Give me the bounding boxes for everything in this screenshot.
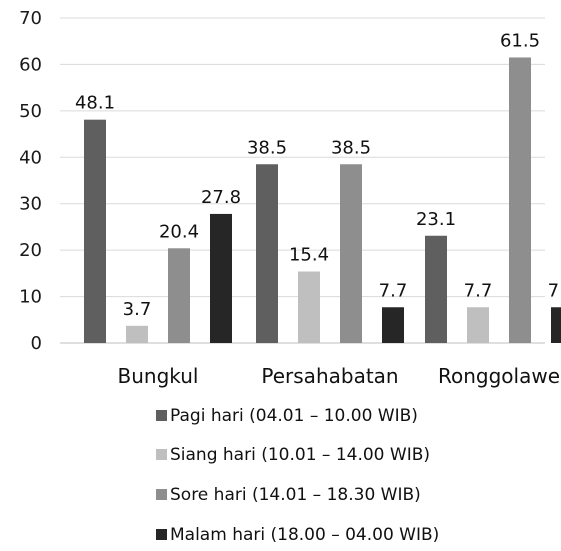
bar-bungkul-series-1 bbox=[84, 119, 106, 343]
y-tick-label: 20 bbox=[19, 240, 42, 261]
legend-swatch bbox=[156, 410, 167, 421]
gridlines bbox=[60, 17, 545, 344]
data-label: 61.5 bbox=[500, 30, 540, 51]
data-labels: 48.1 3.7 20.427.8 38.5 15.4 38.5 7.7 23.1 7.7 61.… bbox=[75, 30, 561, 319]
bar-ronggolawe-series-2 bbox=[467, 307, 489, 343]
y-tick-label: 30 bbox=[19, 194, 42, 215]
bar-persahabatan-series-1 bbox=[256, 164, 278, 343]
bar-persahabatan-series-4 bbox=[382, 307, 404, 343]
y-tick-label: 10 bbox=[19, 287, 42, 308]
legend-swatch bbox=[156, 489, 167, 500]
legend-entry: Pagi hari (04.01 – 10.00 WIB) bbox=[170, 406, 418, 426]
bars bbox=[84, 57, 561, 343]
y-tick-label: 60 bbox=[19, 54, 42, 75]
data-label: 7.7 bbox=[548, 280, 561, 301]
legend-entry: Sore hari (14.01 – 18.30 WIB) bbox=[170, 485, 421, 505]
bar-persahabatan-series-3 bbox=[340, 164, 362, 343]
y-tick-label: 70 bbox=[19, 8, 42, 29]
data-label: 20.4 bbox=[159, 221, 199, 242]
bar-ronggolawe-series-1 bbox=[425, 235, 447, 343]
data-label: 38.5 bbox=[247, 137, 287, 158]
bar-persahabatan-series-2 bbox=[298, 271, 320, 343]
data-label: 23.1 bbox=[416, 209, 456, 230]
data-label: 48.1 bbox=[75, 93, 115, 114]
data-label: 7.7 bbox=[464, 280, 493, 301]
bar-ronggolawe-series-3 bbox=[509, 57, 531, 343]
y-axis-ticks: 0 10 20 30 40 50 60 70 bbox=[19, 8, 42, 354]
x-category-label: Ronggolawe bbox=[438, 364, 560, 388]
legend-swatch bbox=[156, 449, 167, 460]
data-label: 3.7 bbox=[123, 299, 152, 320]
y-tick-label: 50 bbox=[19, 101, 42, 122]
x-category-label: Bungkul bbox=[118, 364, 199, 388]
data-label: 15.4 bbox=[289, 245, 329, 266]
bar-bungkul-series-4 bbox=[210, 213, 232, 343]
x-category-label: Persahabatan bbox=[261, 364, 398, 388]
legend-entry: Siang hari (10.01 – 14.00 WIB) bbox=[170, 445, 430, 465]
bar-bungkul-series-3 bbox=[168, 248, 190, 343]
y-tick-label: 0 bbox=[31, 333, 42, 354]
legend: Pagi hari (04.01 – 10.00 WIB) Siang hari … bbox=[156, 406, 439, 545]
y-tick-label: 40 bbox=[19, 147, 42, 168]
bar-bungkul-series-2 bbox=[126, 325, 148, 343]
legend-swatch bbox=[156, 529, 167, 540]
data-label: 38.5 bbox=[331, 137, 371, 158]
legend-entry: Malam hari (18.00 – 04.00 WIB) bbox=[170, 525, 439, 545]
bar-ronggolawe-series-4 bbox=[551, 307, 561, 343]
x-axis-categories: Bungkul Persahabatan Ronggolawe bbox=[118, 364, 560, 388]
data-label: 27.8 bbox=[201, 187, 241, 208]
data-label: 7.7 bbox=[379, 280, 408, 301]
